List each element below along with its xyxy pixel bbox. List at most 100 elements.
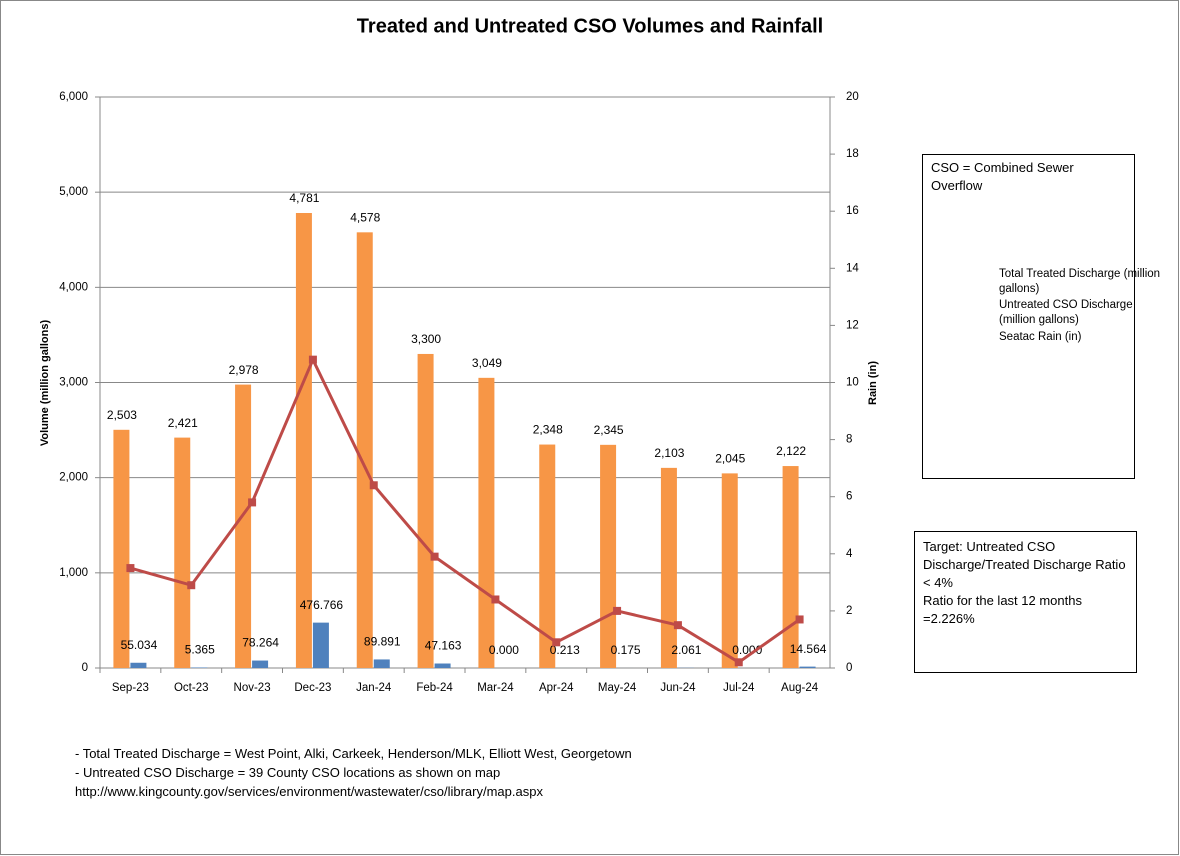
- data-label: 2,348: [533, 423, 563, 437]
- footnotes: - Total Treated Discharge = West Point, …: [75, 744, 632, 801]
- y-tick-label: 4,000: [59, 281, 88, 293]
- bar: [660, 467, 677, 668]
- data-label: 0.000: [489, 643, 519, 657]
- data-label: 4,781: [289, 191, 319, 205]
- y2-tick-label: 6: [846, 491, 852, 503]
- bar: [539, 444, 556, 668]
- data-label: 2,421: [168, 416, 198, 430]
- bar: [600, 444, 617, 668]
- x-tick-label: Dec-23: [294, 682, 331, 694]
- bar: [191, 667, 208, 668]
- y-tick-label: 2,000: [59, 472, 88, 484]
- data-label: 3,049: [472, 356, 502, 370]
- footnote: - Untreated CSO Discharge = 39 County CS…: [75, 765, 501, 780]
- data-label: 14.564: [790, 642, 827, 656]
- rain-marker: [308, 355, 317, 364]
- data-label: 0.213: [550, 643, 580, 657]
- y-tick-label: 6,000: [59, 91, 88, 103]
- data-label: 2,345: [594, 423, 624, 437]
- bar: [252, 660, 269, 668]
- y2-tick-label: 18: [846, 148, 859, 160]
- target-note: Ratio for the last 12 months =2.226%: [923, 593, 1082, 626]
- y2-tick-label: 14: [846, 262, 859, 274]
- rain-marker: [795, 615, 804, 624]
- rain-marker: [491, 595, 500, 604]
- bar: [356, 232, 373, 668]
- data-label: 2.061: [671, 643, 701, 657]
- y2-tick-label: 20: [846, 91, 859, 103]
- x-tick-label: Jun-24: [660, 682, 696, 694]
- x-tick-label: Sep-23: [112, 682, 149, 694]
- target-note: Target: Untreated CSO Discharge/Treated …: [923, 539, 1126, 590]
- footnote: - Total Treated Discharge = West Point, …: [75, 746, 632, 761]
- bar: [113, 429, 130, 668]
- data-label: 0.000: [732, 643, 762, 657]
- bar: [434, 663, 451, 668]
- data-label: 78.264: [242, 636, 279, 650]
- x-tick-label: Mar-24: [477, 682, 514, 694]
- data-label: 2,978: [229, 363, 259, 377]
- y-axis-title: Volume (million gallons): [39, 320, 51, 447]
- rain-line: [130, 356, 801, 665]
- footnote: http://www.kingcounty.gov/services/envir…: [75, 784, 543, 799]
- y2-tick-label: 2: [846, 605, 852, 617]
- y2-axis-title: Rain (in): [867, 361, 879, 405]
- y-tick-label: 5,000: [59, 186, 88, 198]
- bar: [478, 377, 495, 668]
- rain-marker: [734, 658, 743, 667]
- bar: [295, 213, 312, 668]
- data-label: 3,300: [411, 332, 441, 346]
- rain-marker: [187, 581, 196, 590]
- data-label: 47.163: [425, 639, 462, 653]
- rain-marker: [369, 481, 378, 490]
- bar: [373, 659, 390, 668]
- rain-marker: [430, 552, 439, 561]
- legend-entry: Seatac Rain (in): [999, 331, 1082, 343]
- rain-marker: [248, 498, 257, 507]
- rain-marker: [673, 621, 682, 630]
- legend-entry: Total Treated Discharge (million gallons…: [999, 268, 1161, 295]
- chart-title: Treated and Untreated CSO Volumes and Ra…: [357, 15, 823, 37]
- rain-marker: [126, 564, 135, 573]
- x-tick-label: Jul-24: [723, 682, 755, 694]
- bar: [799, 666, 816, 668]
- bar: [312, 622, 329, 668]
- y-tick-label: 1,000: [59, 567, 88, 579]
- x-tick-label: Nov-23: [234, 682, 271, 694]
- bar: [174, 437, 191, 668]
- y2-tick-label: 16: [846, 205, 859, 217]
- data-label: 2,103: [654, 446, 684, 460]
- y2-tick-label: 12: [846, 319, 859, 331]
- bar: [130, 662, 147, 668]
- x-tick-label: Feb-24: [416, 682, 453, 694]
- y2-tick-label: 0: [846, 662, 852, 674]
- x-tick-label: May-24: [598, 682, 637, 694]
- x-tick-label: Apr-24: [539, 682, 574, 694]
- data-label: 476.766: [300, 598, 344, 612]
- rain-marker: [552, 638, 561, 647]
- x-tick-label: Aug-24: [781, 682, 819, 694]
- bar: [235, 384, 252, 668]
- x-tick-label: Jan-24: [356, 682, 392, 694]
- legend-entry: Untreated CSO Discharge (million gallons…: [999, 299, 1133, 326]
- legend-box: CSO = Combined Sewer Overflow: [922, 154, 1135, 479]
- legend-note: CSO = Combined Sewer Overflow: [931, 160, 1074, 193]
- y2-tick-label: 4: [846, 548, 853, 560]
- data-label: 2,503: [107, 408, 137, 422]
- y2-tick-label: 10: [846, 377, 859, 389]
- target-box: Target: Untreated CSO Discharge/Treated …: [914, 531, 1137, 673]
- data-label: 2,122: [776, 444, 806, 458]
- rain-marker: [613, 606, 622, 615]
- bar: [721, 473, 738, 668]
- data-label: 4,578: [350, 210, 380, 224]
- y-tick-label: 0: [82, 662, 88, 674]
- data-label: 5.365: [185, 643, 215, 657]
- x-tick-label: Oct-23: [174, 682, 209, 694]
- data-label: 89.891: [364, 635, 401, 649]
- data-label: 55.034: [121, 638, 158, 652]
- data-label: 2,045: [715, 452, 745, 466]
- bar: [782, 466, 799, 668]
